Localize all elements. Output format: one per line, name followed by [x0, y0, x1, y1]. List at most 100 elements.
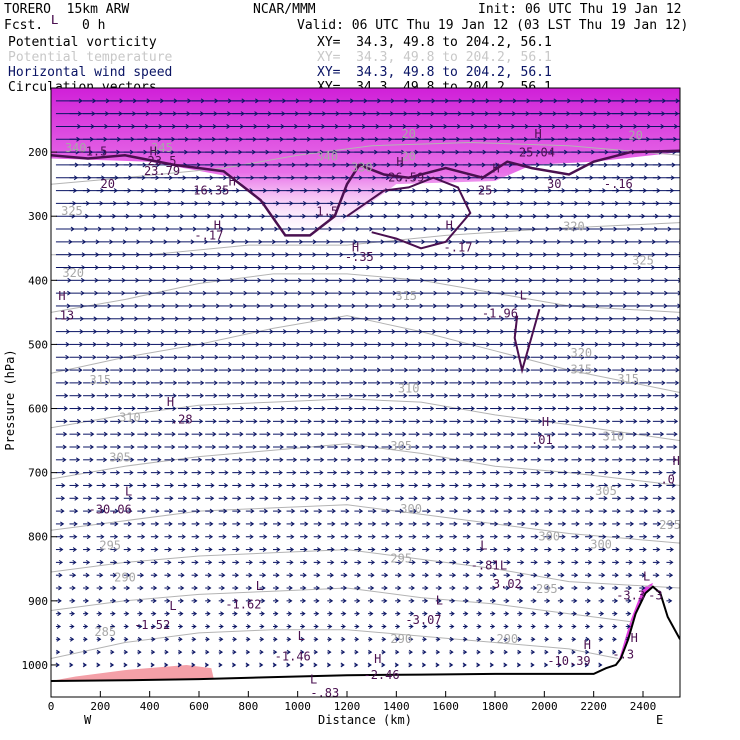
circulation-vector: [150, 521, 160, 527]
circulation-vector: [164, 636, 170, 642]
circulation-vector: [313, 470, 324, 476]
circulation-vector: [490, 636, 495, 642]
circulation-vector: [245, 559, 253, 565]
circulation-vector: [666, 495, 676, 501]
circulation-vector: [381, 598, 388, 604]
circulation-vector: [164, 470, 175, 476]
circulation-vector: [612, 534, 621, 540]
circulation-vector: [408, 277, 425, 283]
circulation-vector: [625, 342, 640, 347]
circulation-vector: [205, 611, 211, 617]
circulation-vector: [123, 662, 128, 668]
circulation-vector: [245, 457, 257, 463]
circulation-vector: [422, 457, 433, 463]
circulation-vector: [557, 316, 573, 322]
circulation-vector: [232, 495, 242, 501]
circulation-vector: [55, 431, 68, 437]
circulation-vector: [571, 406, 584, 411]
circulation-vector: [286, 470, 297, 476]
circulation-vector: [110, 521, 119, 527]
circulation-vector: [381, 521, 390, 527]
circulation-vector: [585, 367, 599, 373]
circulation-vector: [462, 508, 472, 514]
circulation-vector: [273, 406, 286, 411]
circulation-vector: [137, 316, 152, 322]
circulation-vector: [462, 649, 468, 655]
circulation-vector: [612, 483, 622, 488]
circulation-vector: [367, 444, 379, 450]
circulation-vector: [476, 636, 482, 642]
circulation-vector: [55, 547, 64, 552]
circulation-vector: [530, 547, 539, 552]
circulation-vector: [652, 406, 665, 411]
circulation-vector: [544, 418, 557, 424]
circulation-vector: [367, 585, 375, 591]
circulation-vector: [69, 354, 83, 360]
circulation-vector: [666, 164, 680, 166]
circulation-vector: [313, 649, 319, 655]
circulation-vector: [150, 444, 162, 450]
circulation-vector: [462, 495, 473, 501]
circulation-vector: [286, 624, 292, 629]
circulation-vector: [354, 367, 368, 373]
circulation-vector: [218, 316, 234, 322]
circulation-vector: [354, 380, 368, 386]
west-label: W: [84, 713, 92, 727]
circulation-vector: [273, 277, 289, 283]
circulation-vector: [218, 354, 233, 360]
circulation-vector: [123, 457, 135, 463]
circulation-vector: [123, 559, 131, 565]
circulation-vector: [503, 483, 514, 488]
circulation-vector: [110, 624, 116, 629]
circulation-vector: [259, 585, 266, 591]
circulation-vector: [585, 521, 594, 527]
circulation-vector: [408, 380, 422, 386]
circulation-vector: [530, 559, 538, 565]
circulation-vector: [286, 495, 296, 501]
circulation-vector: [367, 483, 378, 488]
circulation-vector: [96, 380, 110, 386]
circulation-vector: [69, 662, 74, 668]
circulation-vector: [503, 611, 510, 617]
circulation-vector: [612, 316, 627, 322]
circulation-vector: [530, 431, 543, 437]
circulation-vector: [137, 598, 144, 604]
circulation-vector: [83, 636, 88, 642]
circulation-vector: [530, 572, 538, 578]
circulation-vector: [381, 508, 391, 514]
circulation-vector: [273, 585, 280, 591]
circulation-vector: [164, 354, 178, 360]
circulation-vector: [300, 508, 309, 514]
circulation-vector: [421, 662, 427, 668]
pv-extremum-value: -30.06: [89, 503, 132, 517]
circulation-vector: [598, 342, 613, 347]
circulation-vector: [232, 662, 237, 668]
circulation-vector: [476, 470, 487, 476]
circulation-vector: [381, 393, 394, 399]
circulation-vector: [476, 277, 493, 283]
circulation-vector: [83, 470, 93, 476]
circulation-vector: [612, 303, 628, 309]
circulation-vector: [218, 252, 236, 258]
circulation-vector: [69, 393, 82, 399]
circulation-vector: [259, 265, 276, 270]
circulation-vector: [178, 354, 192, 360]
circulation-vector: [449, 611, 455, 617]
circulation-vector: [612, 367, 626, 373]
circulation-vector: [286, 303, 302, 309]
circulation-vector: [449, 457, 460, 463]
circulation-vector: [232, 483, 242, 488]
circulation-vector: [490, 547, 498, 552]
circulation-vector: [55, 624, 62, 629]
circulation-vector: [218, 406, 231, 411]
circulation-vector: [585, 649, 590, 655]
circulation-vector: [598, 406, 611, 411]
circulation-vector: [178, 495, 188, 501]
circulation-vector: [652, 572, 660, 578]
circulation-vector: [395, 354, 409, 360]
circulation-vector: [340, 277, 357, 283]
circulation-vector: [205, 572, 212, 578]
circulation-vector: [557, 431, 570, 437]
circulation-vector: [286, 431, 298, 437]
circulation-vector: [137, 457, 148, 463]
